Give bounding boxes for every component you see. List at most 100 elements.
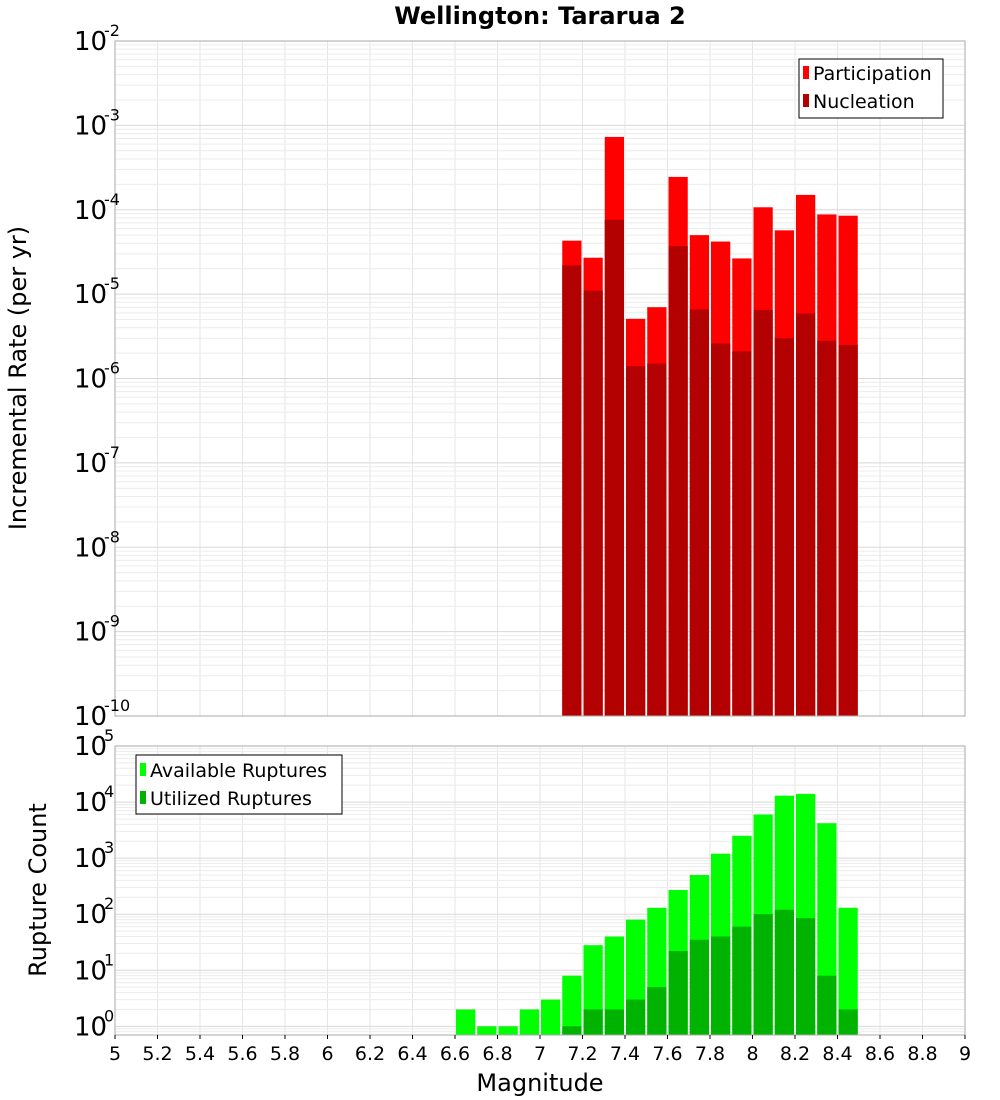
utilized-ruptures-bar bbox=[626, 999, 646, 1035]
rate-y-tick-exponent: -8 bbox=[104, 527, 120, 546]
count-y-tick-label: 10 bbox=[74, 732, 107, 762]
nucleation-bar bbox=[796, 313, 816, 716]
rate-y-axis-label: Incremental Rate (per yr) bbox=[4, 226, 32, 530]
utilized-ruptures-bar bbox=[562, 1026, 582, 1035]
utilized-ruptures-bar bbox=[604, 1009, 624, 1035]
utilized-ruptures-bar bbox=[689, 939, 709, 1035]
x-tick-label: 9 bbox=[959, 1043, 971, 1065]
x-tick-label: 5.2 bbox=[142, 1043, 172, 1065]
rate-y-tick-exponent: -4 bbox=[104, 190, 120, 209]
count-legend: Available Ruptures Utilized Ruptures bbox=[135, 754, 343, 815]
rate-bars bbox=[562, 136, 858, 717]
utilized-legend-label: Utilized Ruptures bbox=[150, 788, 312, 810]
nucleation-bar bbox=[562, 265, 582, 716]
count-y-tick-exponent: 0 bbox=[104, 1006, 114, 1025]
count-y-tick-exponent: 1 bbox=[104, 950, 114, 969]
nucleation-bar bbox=[838, 344, 858, 716]
x-tick-label: 8.4 bbox=[822, 1043, 852, 1065]
utilized-ruptures-bar bbox=[753, 914, 773, 1035]
count-y-tick-label: 10 bbox=[74, 900, 107, 930]
nucleation-bar bbox=[668, 246, 688, 716]
utilized-ruptures-bar bbox=[817, 975, 837, 1035]
count-legend-box bbox=[135, 754, 343, 815]
x-tick-label: 6 bbox=[321, 1043, 333, 1065]
count-y-tick-label: 10 bbox=[74, 788, 107, 818]
rate-y-tick-label: 10 bbox=[74, 618, 107, 648]
utilized-ruptures-bar bbox=[796, 918, 816, 1035]
chart-title: Wellington: Tararua 2 bbox=[394, 2, 686, 30]
count-y-tick-label: 10 bbox=[74, 844, 107, 874]
nucleation-bar bbox=[732, 351, 752, 716]
x-tick-label: 5 bbox=[109, 1043, 121, 1065]
available-ruptures-bar bbox=[838, 907, 858, 1035]
x-tick-label: 7.4 bbox=[610, 1043, 640, 1065]
utilized-ruptures-bar bbox=[774, 909, 794, 1035]
nucleation-bar bbox=[604, 219, 624, 717]
available-ruptures-bar bbox=[541, 999, 561, 1035]
nucleation-bar bbox=[711, 343, 731, 716]
rate-y-tick-label: 10 bbox=[74, 702, 107, 732]
x-tick-label: 5.6 bbox=[227, 1043, 257, 1065]
count-y-tick-exponent: 4 bbox=[104, 782, 114, 801]
count-y-tick-label: 10 bbox=[74, 956, 107, 986]
rate-y-tick-exponent: -6 bbox=[104, 359, 120, 378]
x-tick-label: 8.2 bbox=[780, 1043, 810, 1065]
rate-y-tick-exponent: -10 bbox=[104, 696, 130, 715]
count-y-tick-exponent: 3 bbox=[104, 838, 114, 857]
participation-legend-label: Participation bbox=[813, 63, 932, 85]
available-legend-label: Available Ruptures bbox=[150, 760, 327, 782]
rate-plot-border bbox=[114, 40, 966, 717]
count-y-tick-exponent: 2 bbox=[104, 894, 114, 913]
x-axis-ticks: 5 5.2 5.4 5.6 5.8 6 6.2 6.4 6.6 6.8 7 7.2 7.4 7.6 7.8 8… bbox=[109, 1035, 971, 1065]
available-ruptures-bar bbox=[498, 1026, 518, 1035]
rate-gridlines bbox=[114, 40, 966, 717]
rate-y-tick-label: 10 bbox=[74, 365, 107, 395]
rate-legend-box bbox=[798, 58, 944, 119]
participation-legend-swatch bbox=[803, 66, 809, 79]
nucleation-legend-swatch bbox=[803, 94, 809, 107]
rate-y-tick-exponent: -2 bbox=[104, 21, 120, 40]
count-y-tick-exponent: 5 bbox=[104, 726, 114, 745]
rate-y-tick-label: 10 bbox=[74, 533, 107, 563]
rate-y-tick-label: 10 bbox=[74, 449, 107, 479]
count-bars bbox=[456, 793, 858, 1035]
x-tick-label: 8.6 bbox=[865, 1043, 895, 1065]
x-tick-label: 6.2 bbox=[355, 1043, 385, 1065]
x-tick-label: 7.6 bbox=[652, 1043, 682, 1065]
utilized-ruptures-bar bbox=[838, 1009, 858, 1035]
x-tick-label: 7.2 bbox=[567, 1043, 597, 1065]
rate-y-tick-exponent: -7 bbox=[104, 443, 120, 462]
x-axis-label: Magnitude bbox=[476, 1069, 603, 1097]
utilized-ruptures-bar bbox=[732, 926, 752, 1035]
available-ruptures-bar bbox=[477, 1026, 497, 1035]
rate-y-tick-label: 10 bbox=[74, 111, 107, 141]
x-tick-label: 6.6 bbox=[440, 1043, 470, 1065]
nucleation-bar bbox=[817, 340, 837, 716]
x-tick-label: 8.8 bbox=[907, 1043, 937, 1065]
count-y-tick-label: 10 bbox=[74, 1012, 107, 1042]
available-ruptures-bar bbox=[562, 975, 582, 1035]
count-y-axis-label: Rupture Count bbox=[24, 803, 52, 977]
available-ruptures-bar bbox=[519, 1009, 539, 1035]
rate-y-tick-label: 10 bbox=[74, 280, 107, 310]
rate-y-tick-exponent: -5 bbox=[104, 274, 120, 293]
nucleation-bar bbox=[647, 363, 667, 716]
x-tick-label: 5.4 bbox=[185, 1043, 215, 1065]
x-tick-label: 6.4 bbox=[397, 1043, 427, 1065]
nucleation-bar bbox=[753, 309, 773, 716]
rate-y-tick-exponent: -3 bbox=[104, 105, 120, 124]
nucleation-bar bbox=[689, 309, 709, 716]
x-tick-label: 7 bbox=[534, 1043, 546, 1065]
nucleation-legend-label: Nucleation bbox=[813, 91, 915, 113]
utilized-ruptures-bar bbox=[668, 951, 688, 1035]
utilized-ruptures-bar bbox=[583, 1009, 603, 1035]
utilized-legend-swatch bbox=[140, 791, 146, 804]
utilized-ruptures-bar bbox=[647, 987, 667, 1035]
x-tick-label: 6.8 bbox=[482, 1043, 512, 1065]
x-tick-label: 5.8 bbox=[270, 1043, 300, 1065]
